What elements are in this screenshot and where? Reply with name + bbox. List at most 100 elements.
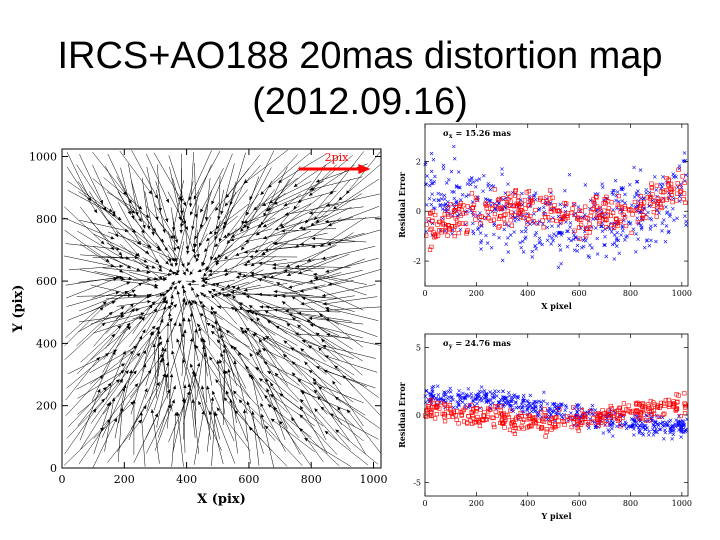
distortion-vector bbox=[304, 361, 341, 403]
residual-point-square bbox=[621, 410, 626, 415]
residual-point-cross bbox=[654, 427, 658, 431]
residual-point-cross bbox=[520, 191, 524, 196]
distortion-vector-head bbox=[249, 255, 253, 259]
distortion-vector bbox=[211, 411, 216, 467]
distortion-vector bbox=[193, 150, 221, 200]
distortion-vector-head bbox=[300, 399, 304, 403]
distortion-vector-head bbox=[136, 352, 141, 357]
residual-point-square bbox=[586, 420, 592, 425]
residual-point-cross bbox=[661, 420, 665, 425]
residual-x-x-axis-label: X pixel bbox=[541, 301, 572, 311]
residual-point-square bbox=[569, 416, 574, 421]
residual-point-cross bbox=[436, 198, 441, 203]
residual-point-square bbox=[533, 207, 538, 213]
residual-point-cross bbox=[497, 400, 502, 405]
distortion-vector-head bbox=[193, 373, 197, 377]
distortion-vector-head bbox=[101, 398, 105, 403]
residual-point-square bbox=[633, 208, 638, 213]
distortion-vector-head bbox=[293, 205, 297, 210]
residual-point-square bbox=[682, 410, 688, 416]
distortion-vector bbox=[105, 296, 151, 300]
residual-point-square bbox=[578, 414, 583, 419]
residual-point-cross bbox=[516, 217, 521, 222]
distortion-vector-head bbox=[208, 230, 213, 235]
distortion-vector-head bbox=[329, 190, 334, 195]
residual-point-square bbox=[501, 196, 506, 201]
distortion-vector-head bbox=[295, 244, 300, 248]
distortion-vector bbox=[168, 391, 190, 443]
distortion-vector bbox=[131, 181, 146, 229]
distortion-vector bbox=[251, 333, 301, 361]
distortion-vector-head bbox=[297, 324, 302, 329]
residual-point-cross bbox=[492, 232, 496, 237]
residual-point-cross bbox=[546, 219, 551, 224]
residual-point-cross bbox=[508, 404, 513, 409]
residual-point-square bbox=[648, 418, 653, 423]
distortion-vector-head bbox=[255, 352, 260, 356]
residual-point-square bbox=[505, 208, 510, 214]
slide-title-line1: IRCS+AO188 20mas distortion map bbox=[57, 35, 663, 77]
distortion-vector-head bbox=[193, 195, 197, 200]
residual-point-cross bbox=[661, 436, 666, 441]
distortion-vector-head bbox=[297, 311, 302, 316]
residual-point-cross bbox=[615, 190, 620, 194]
distortion-vector bbox=[132, 242, 160, 263]
distortion-vector bbox=[64, 322, 106, 360]
distortion-vector-head bbox=[324, 355, 329, 359]
distortion-vector-head bbox=[250, 262, 255, 267]
residual-point-square bbox=[511, 420, 516, 425]
distortion-vector bbox=[256, 317, 289, 360]
residual-point-cross bbox=[613, 178, 618, 183]
residual-point-cross bbox=[622, 423, 626, 428]
distortion-vector-head bbox=[206, 385, 210, 390]
residual-point-square bbox=[521, 215, 526, 220]
residual-point-cross bbox=[620, 228, 625, 233]
distortion-vector-head bbox=[158, 335, 162, 340]
residual-point-cross bbox=[451, 144, 456, 149]
residual-point-square bbox=[442, 212, 447, 217]
residual-point-cross bbox=[676, 423, 681, 428]
distortion-vector-head bbox=[247, 309, 252, 313]
distortion-vector bbox=[132, 304, 153, 334]
residual-point-square bbox=[549, 416, 554, 421]
residual-point-square bbox=[543, 413, 549, 419]
residual-point-cross bbox=[620, 225, 625, 230]
residual-point-square bbox=[674, 406, 679, 411]
residual-point-cross bbox=[563, 408, 568, 413]
residual-point-square bbox=[508, 194, 513, 199]
distortion-vector bbox=[133, 294, 164, 297]
residual-point-cross bbox=[520, 405, 525, 410]
residual-point-cross bbox=[637, 431, 642, 435]
distortion-vector-head bbox=[157, 247, 162, 251]
residual-point-square bbox=[429, 413, 434, 418]
residual-point-square bbox=[483, 201, 488, 206]
distortion-vector-head bbox=[218, 238, 222, 243]
residual-point-cross bbox=[432, 179, 437, 184]
residual-point-square bbox=[667, 402, 672, 407]
distortion-vector-head bbox=[195, 258, 199, 262]
residual-point-cross bbox=[464, 194, 469, 199]
distortion-vector-head bbox=[216, 359, 220, 364]
residual-point-cross bbox=[502, 396, 507, 400]
distortion-vector-head bbox=[175, 272, 179, 276]
distortion-vector-head bbox=[233, 390, 237, 395]
residual-point-square bbox=[491, 415, 496, 421]
distortion-vector-head bbox=[170, 301, 174, 306]
residual-point-cross bbox=[477, 177, 482, 181]
residual-point-cross bbox=[648, 227, 653, 231]
residual-point-square bbox=[617, 405, 622, 410]
residual-point-cross bbox=[458, 227, 463, 232]
residual-point-square bbox=[460, 211, 466, 216]
residual-point-square bbox=[542, 212, 547, 217]
distortion-vector-head bbox=[200, 283, 205, 288]
distortion-vector-head bbox=[173, 285, 177, 290]
distortion-vector-head bbox=[194, 328, 198, 333]
distortion-vector bbox=[94, 271, 133, 280]
distortion-vector-head bbox=[196, 323, 201, 328]
distortion-vector-head bbox=[241, 329, 246, 334]
residual-point-cross bbox=[607, 429, 612, 434]
residual-point-cross bbox=[523, 229, 528, 234]
distortion-vector-head bbox=[127, 265, 131, 269]
distortion-vector-head bbox=[163, 296, 167, 301]
distortion-vector bbox=[288, 313, 340, 336]
